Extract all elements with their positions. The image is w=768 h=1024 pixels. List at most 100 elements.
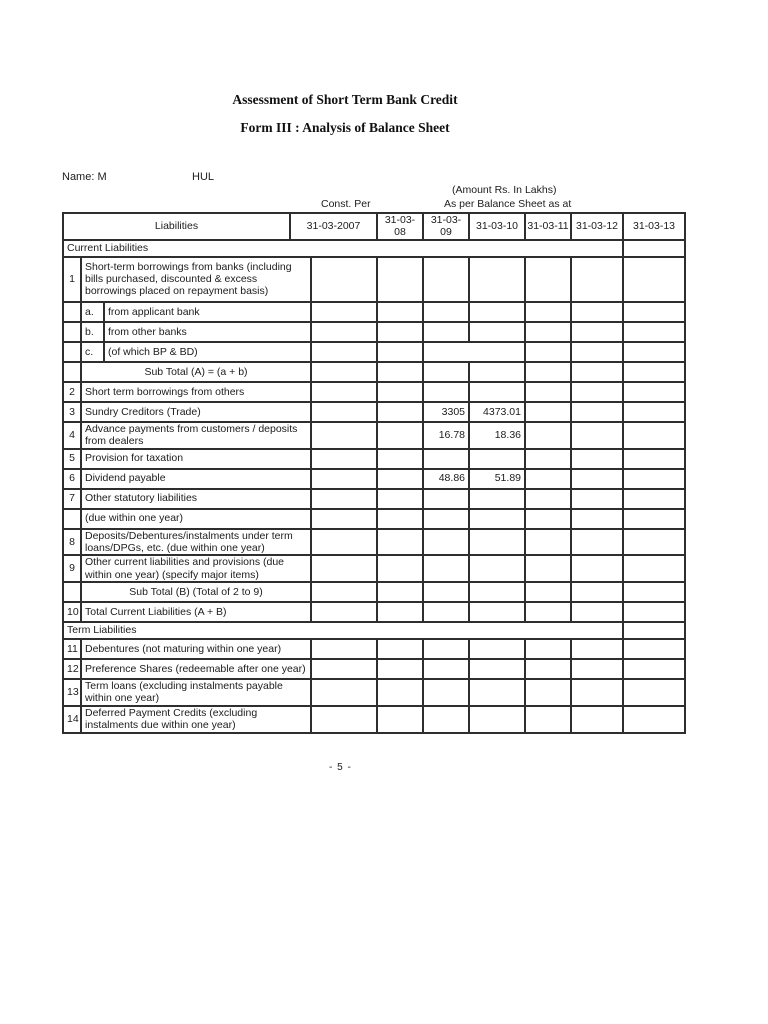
value-cell xyxy=(422,601,470,623)
value-cell xyxy=(422,704,470,734)
value-cell xyxy=(622,704,686,734)
row-number: 14 xyxy=(62,704,82,734)
row-number xyxy=(62,507,82,530)
row-label: (of which BP & BD) xyxy=(103,340,312,363)
value-cell xyxy=(422,678,470,707)
balance-sheet-table: Liabilities 31-03-2007 31-03-08 31-03-09… xyxy=(62,212,686,734)
value-cell xyxy=(524,447,572,470)
value-cell xyxy=(468,320,526,343)
section-row: Current Liabilities xyxy=(62,238,686,258)
value-cell xyxy=(622,601,686,623)
value-cell xyxy=(622,467,686,490)
value-cell xyxy=(310,704,378,734)
value-cell xyxy=(524,601,572,623)
value-cell xyxy=(468,581,526,603)
value-cell xyxy=(310,507,378,530)
value-cell xyxy=(622,487,686,510)
section-row: Term Liabilities xyxy=(62,621,686,640)
table-row: 14 Deferred Payment Credits (excluding in… xyxy=(62,704,686,734)
table-row: a. from applicant bank xyxy=(62,300,686,323)
date-header: 31-03-08 xyxy=(376,212,424,241)
value-cell xyxy=(622,527,686,557)
row-label: Total Current Liabilities (A + B) xyxy=(80,601,312,623)
value-cell: 4373.01 xyxy=(468,400,526,423)
table-header-row: Liabilities 31-03-2007 31-03-08 31-03-09… xyxy=(62,212,686,241)
row-letter: a. xyxy=(80,300,105,323)
value-cell xyxy=(422,255,470,303)
row-label: Debentures (not maturing within one year… xyxy=(80,638,312,660)
row-label: Sundry Creditors (Trade) xyxy=(80,400,312,423)
value-cell xyxy=(622,360,686,383)
value-cell xyxy=(376,320,424,343)
value-cell xyxy=(524,581,572,603)
value-cell xyxy=(524,360,572,383)
table-row: 12 Preference Shares (redeemable after on… xyxy=(62,658,686,680)
value-cell xyxy=(310,678,378,707)
table-row: 4 Advance payments from customers / depos… xyxy=(62,420,686,450)
value-cell xyxy=(376,255,424,303)
value-cell xyxy=(622,320,686,343)
value-cell xyxy=(468,658,526,680)
row-label: Sub Total (A) = (a + b) xyxy=(80,360,312,383)
value-cell xyxy=(524,658,572,680)
row-letter: b. xyxy=(80,320,105,343)
value-cell xyxy=(468,704,526,734)
value-cell xyxy=(524,340,572,363)
row-letter: c. xyxy=(80,340,105,363)
section-label: Current Liabilities xyxy=(62,238,624,258)
date-header: 31-03-12 xyxy=(570,212,624,241)
row-number: 6 xyxy=(62,467,82,490)
value-cell xyxy=(376,658,424,680)
value-cell xyxy=(570,340,624,363)
value-cell xyxy=(570,400,624,423)
table-row: 3 Sundry Creditors (Trade) 3305 4373.01 xyxy=(62,400,686,423)
value-cell xyxy=(468,380,526,403)
table-row: c. (of which BP & BD) xyxy=(62,340,686,363)
value-cell xyxy=(376,678,424,707)
table-row: 9 Other current liabilities and provision… xyxy=(62,554,686,583)
value-cell xyxy=(422,638,470,660)
value-cell xyxy=(570,507,624,530)
value-cell xyxy=(422,300,470,323)
value-cell xyxy=(310,340,378,363)
table-row: 6 Dividend payable 48.86 51.89 xyxy=(62,467,686,490)
row-number: 7 xyxy=(62,487,82,510)
value-cell xyxy=(524,487,572,510)
value-cell xyxy=(622,554,686,583)
value-cell xyxy=(310,487,378,510)
value-cell xyxy=(570,678,624,707)
row-label: Provision for taxation xyxy=(80,447,312,470)
value-cell xyxy=(376,360,424,383)
value-cell xyxy=(570,380,624,403)
value-cell: 18.36 xyxy=(468,420,526,450)
value-cell xyxy=(376,420,424,450)
value-cell xyxy=(376,340,424,363)
row-number: 2 xyxy=(62,380,82,403)
value-cell xyxy=(422,447,470,470)
row-label: Other statutory liabilities xyxy=(80,487,312,510)
value-cell xyxy=(468,638,526,660)
value-cell xyxy=(468,527,526,557)
value-cell xyxy=(524,527,572,557)
row-number: 9 xyxy=(62,554,82,583)
value-cell xyxy=(524,420,572,450)
value-cell xyxy=(422,554,470,583)
value-cell xyxy=(376,527,424,557)
value-cell xyxy=(524,255,572,303)
value-cell xyxy=(310,255,378,303)
value-cell xyxy=(310,581,378,603)
table-row: 5 Provision for taxation xyxy=(62,447,686,470)
value-cell: 51.89 xyxy=(468,467,526,490)
table-row: 10 Total Current Liabilities (A + B) xyxy=(62,601,686,623)
row-label: Sub Total (B) (Total of 2 to 9) xyxy=(80,581,312,603)
row-label: Advance payments from customers / deposi… xyxy=(80,420,312,450)
value-cell xyxy=(310,380,378,403)
value-cell xyxy=(622,255,686,303)
liabilities-header: Liabilities xyxy=(62,212,291,241)
value-cell xyxy=(524,638,572,660)
row-number xyxy=(62,340,82,363)
value-cell xyxy=(422,507,470,530)
value-cell xyxy=(376,581,424,603)
table-row: (due within one year) xyxy=(62,507,686,530)
value-cell xyxy=(570,527,624,557)
